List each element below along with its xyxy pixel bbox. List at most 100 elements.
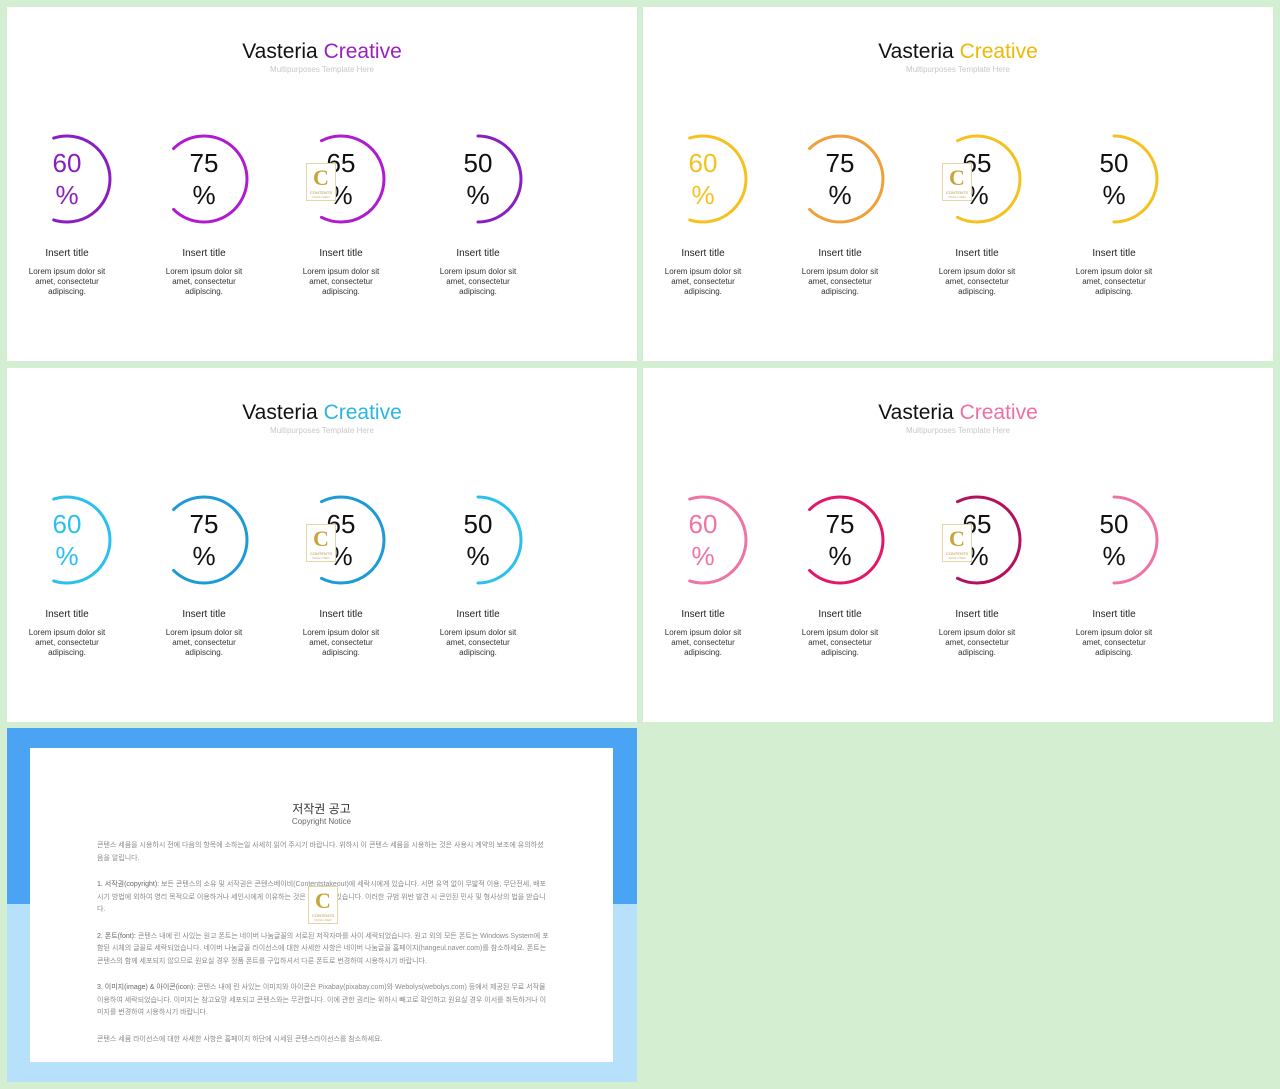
progress-ring [808,495,885,585]
progress-value: 75% [149,508,259,572]
item-description-line: Lorem ipsum dolor sit [938,628,1016,637]
progress-value: 65% [286,508,396,572]
item-description-line: adipiscing. [48,648,86,657]
progress-number: 65 [326,148,356,178]
progress-ring [172,134,249,224]
progress-number: 65 [962,509,992,539]
copyright-title: 저작권 공고 [292,802,351,816]
item-description-line: amet, consectetur [446,277,510,286]
progress-value: 75% [149,147,259,211]
item-description-line: Lorem ipsum dolor sit [439,628,517,637]
contents-logo-icon: C CONTENTS PAGE USER [942,524,972,562]
progress-arc [172,495,249,585]
item-description: Lorem ipsum dolor sit amet, consectetur ad… [1059,628,1169,658]
copyright-paragraph-text: 콘텐스 내에 린 사있는 원고 폰트는 네이버 나눔글꼴의 서로된 저작자마를 … [97,932,549,965]
progress-percent-sign: % [1102,541,1126,571]
item-description-line: Lorem ipsum dolor sit [28,267,106,276]
item-description: Lorem ipsum dolor sit amet, consectetur ad… [286,267,396,297]
slide-title: Vasteria Creative [7,401,637,425]
progress-number: 50 [1099,148,1129,178]
progress-value: 75% [785,508,895,572]
item-description: Lorem ipsum dolor sit amet, consectetur ad… [922,628,1032,658]
progress-ring [1112,495,1159,585]
progress-ring [808,134,885,224]
slide-title-main: Vasteria [878,40,954,63]
progress-item-2: 75% Insert title Lorem ipsum dolor sit amet… [785,490,895,690]
item-description: Lorem ipsum dolor sit amet, consectetur ad… [286,628,396,658]
progress-ring [476,495,523,585]
progress-number: 65 [326,509,356,539]
progress-item-2: 75% Insert title Lorem ipsum dolor sit amet… [785,129,895,329]
copyright-paragraph-lead: 3. 이미지(image) & 아이콘(icon): [97,984,196,991]
item-description-line: Lorem ipsum dolor sit [302,628,380,637]
progress-arc [808,134,885,224]
copyright-slide: 저작권 공고 Copyright Notice 콘텐스 세뮴을 시용하시 전에 … [7,728,637,1082]
item-description: Lorem ipsum dolor sit amet, consectetur ad… [12,628,122,658]
slide-1: Vasteria Creative Multipurposes Template … [7,7,637,361]
progress-ring [52,495,112,585]
item-description: Lorem ipsum dolor sit amet, consectetur ad… [785,628,895,658]
item-description-line: amet, consectetur [1082,277,1146,286]
progress-item-4: 50% Insert title Lorem ipsum dolor sit amet… [423,490,533,690]
item-description-line: adipiscing. [185,287,223,296]
progress-percent-sign: % [55,180,79,210]
progress-value: 50% [1059,147,1169,211]
progress-arc [476,495,523,585]
item-description-line: adipiscing. [1095,287,1133,296]
progress-arc [172,134,249,224]
slide-subtitle: Multipurposes Template Here [270,426,374,435]
item-title: Insert title [818,248,862,259]
slide-title: Vasteria Creative [643,40,1273,64]
slide-subtitle: Multipurposes Template Here [906,426,1010,435]
copyright-paragraph-lead: 1. 서작권(copyright): [97,881,160,888]
progress-percent-sign: % [1102,180,1126,210]
slide-4: Vasteria Creative Multipurposes Template … [643,368,1273,722]
item-description-line: adipiscing. [958,648,996,657]
progress-ring [955,134,1022,224]
item-description-line: adipiscing. [684,648,722,657]
item-description-line: adipiscing. [48,287,86,296]
progress-percent-sign: % [466,541,490,571]
progress-percent-sign: % [965,180,989,210]
progress-item-3: 65% Insert title Lorem ipsum dolor sit amet… [286,490,396,690]
copyright-paragraph-text: 콘텐스 내에 린 사있는 이미지와 아이콘은 Pixabay(pixabay.c… [97,984,547,1016]
item-description-line: Lorem ipsum dolor sit [801,267,879,276]
progress-percent-sign: % [691,180,715,210]
item-description-line: amet, consectetur [808,638,872,647]
progress-arc [319,495,386,585]
progress-arc [319,134,386,224]
slide-subtitle: Multipurposes Template Here [906,65,1010,74]
progress-value: 65% [922,147,1032,211]
item-title: Insert title [955,609,999,620]
item-description-line: amet, consectetur [945,638,1009,647]
progress-percent-sign: % [55,541,79,571]
item-description-line: amet, consectetur [309,638,373,647]
progress-value: 65% [922,508,1032,572]
progress-value: 50% [423,147,533,211]
item-title: Insert title [955,248,999,259]
contents-logo-icon: C CONTENTS PAGE USER [308,886,338,924]
progress-percent-sign: % [828,541,852,571]
progress-items: 60% Insert title Lorem ipsum dolor sit amet… [7,129,637,329]
item-description: Lorem ipsum dolor sit amet, consectetur ad… [1059,267,1169,297]
progress-arc [52,495,112,585]
progress-item-1: 60% Insert title Lorem ipsum dolor sit amet… [648,490,758,690]
item-description: Lorem ipsum dolor sit amet, consectetur ad… [785,267,895,297]
item-description: Lorem ipsum dolor sit amet, consectetur ad… [423,267,533,297]
item-description-line: amet, consectetur [808,277,872,286]
item-title: Insert title [681,609,725,620]
item-description-line: amet, consectetur [945,277,1009,286]
progress-percent-sign: % [466,180,490,210]
progress-item-2: 75% Insert title Lorem ipsum dolor sit amet… [149,490,259,690]
progress-item-2: 75% Insert title Lorem ipsum dolor sit amet… [149,129,259,329]
progress-item-1: 60% Insert title Lorem ipsum dolor sit amet… [12,490,122,690]
progress-value: 50% [1059,508,1169,572]
item-description-line: amet, consectetur [671,277,735,286]
progress-value: 60% [12,508,122,572]
progress-value: 60% [648,147,758,211]
copyright-paragraph-text: 콘텐스 세뮴을 시용하시 전에 다음의 항목에 소하는일 사세히 읽어 주시기 … [97,842,544,862]
progress-number: 60 [688,509,718,539]
progress-arc [52,134,112,224]
item-title: Insert title [681,248,725,259]
progress-item-3: 65% Insert title Lorem ipsum dolor sit amet… [286,129,396,329]
